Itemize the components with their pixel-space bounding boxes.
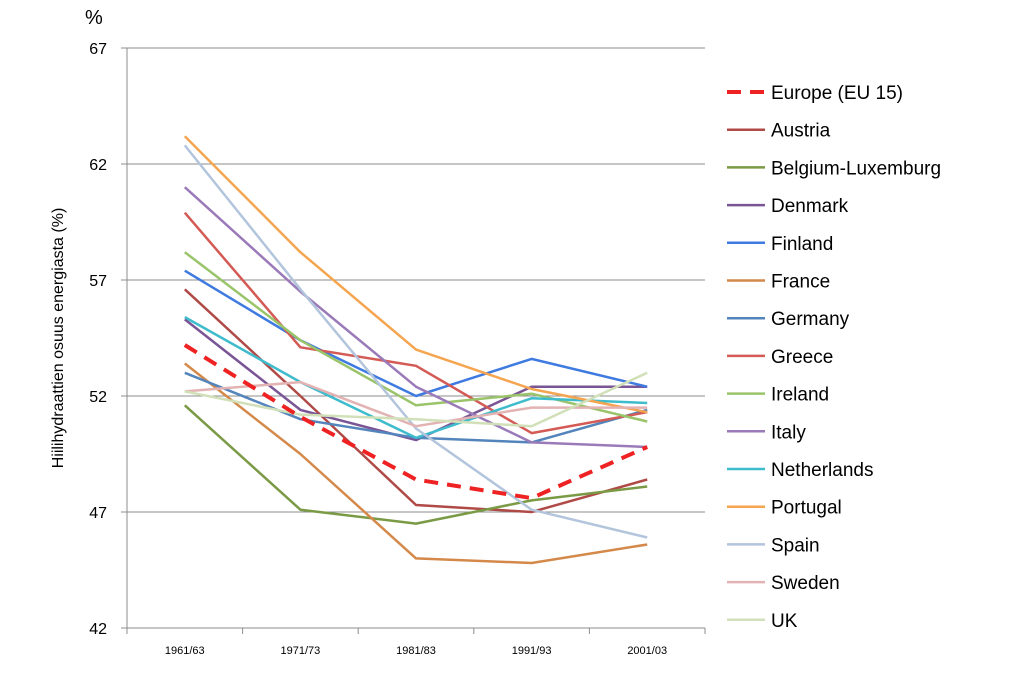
x-tick-label: 1981/83 bbox=[396, 645, 436, 657]
y-tick-label: 47 bbox=[89, 505, 107, 522]
series-line-greece bbox=[183, 211, 648, 435]
legend-item-italy[interactable]: Italy bbox=[727, 422, 806, 443]
x-tick-labels: 1961/63 1971/73 1981/83 1991/93 2001/03 bbox=[126, 628, 706, 657]
y-axis-title: Hiilihydraattien osuus energiasta (%) bbox=[50, 208, 67, 469]
series-line-portugal bbox=[183, 135, 648, 414]
y-tick-label: 62 bbox=[89, 157, 107, 174]
legend-item-denmark[interactable]: Denmark bbox=[727, 196, 849, 217]
series-lines bbox=[183, 135, 649, 565]
x-tick-label: 1971/73 bbox=[281, 645, 321, 657]
series-line-ireland bbox=[184, 251, 648, 423]
series-line-belgium-luxemburg bbox=[183, 404, 648, 525]
y-tick-label: 67 bbox=[89, 41, 107, 58]
series-line-denmark bbox=[184, 318, 648, 442]
legend-item-germany[interactable]: Germany bbox=[727, 309, 850, 330]
legend-item-belgium-luxemburg[interactable]: Belgium-Luxemburg bbox=[727, 158, 941, 179]
legend-item-uk[interactable]: UK bbox=[727, 611, 798, 632]
legend-item-france[interactable]: France bbox=[727, 272, 830, 293]
legend-label: Ireland bbox=[771, 385, 829, 406]
legend-label: Greece bbox=[771, 347, 833, 368]
legend-label: Austria bbox=[771, 121, 831, 142]
series-line-uk bbox=[184, 371, 648, 428]
y-tick-labels: 42 47 52 57 62 67 bbox=[89, 41, 107, 638]
legend-item-austria[interactable]: Austria bbox=[727, 121, 831, 142]
legend-item-portugal[interactable]: Portugal bbox=[727, 498, 842, 519]
legend-item-sweden[interactable]: Sweden bbox=[727, 573, 840, 594]
legend-label: Denmark bbox=[771, 196, 849, 217]
series-line-europe-eu-15 bbox=[183, 343, 649, 501]
legend-label: Portugal bbox=[771, 498, 842, 519]
legend-item-spain[interactable]: Spain bbox=[727, 535, 820, 556]
series-line-finland bbox=[184, 269, 648, 398]
x-tick-label: 2001/03 bbox=[627, 645, 667, 657]
y-tick-label: 52 bbox=[89, 389, 107, 406]
legend-label: Germany bbox=[771, 309, 850, 330]
legend-item-ireland[interactable]: Ireland bbox=[727, 385, 829, 406]
legend-item-finland[interactable]: Finland bbox=[727, 234, 833, 255]
x-tick-label: 1961/63 bbox=[165, 645, 205, 657]
legend-item-netherlands[interactable]: Netherlands bbox=[727, 460, 873, 481]
axes bbox=[126, 48, 705, 629]
y-tick-label: 42 bbox=[89, 621, 107, 638]
x-tick-label: 1991/93 bbox=[512, 645, 552, 657]
series-line-netherlands bbox=[184, 316, 648, 440]
legend-label: Sweden bbox=[771, 573, 840, 594]
legend-label: Netherlands bbox=[771, 460, 873, 481]
legend-label: Spain bbox=[771, 535, 820, 556]
legend-label: Italy bbox=[771, 422, 806, 443]
series-line-italy bbox=[183, 186, 648, 449]
legend[interactable]: Europe (EU 15) Austria Belgium-Luxemburg De… bbox=[727, 83, 941, 632]
legend-label: Finland bbox=[771, 234, 833, 255]
legend-label: Europe (EU 15) bbox=[771, 83, 903, 104]
legend-item-europe-eu-15[interactable]: Europe (EU 15) bbox=[727, 83, 903, 104]
y-unit-label: % bbox=[85, 7, 103, 29]
legend-item-greece[interactable]: Greece bbox=[727, 347, 833, 368]
series-line-spain bbox=[183, 144, 648, 539]
legend-label: France bbox=[771, 272, 830, 293]
series-line-france bbox=[184, 362, 648, 565]
legend-label: UK bbox=[771, 611, 798, 632]
legend-label: Belgium-Luxemburg bbox=[771, 158, 941, 179]
y-tick-label: 57 bbox=[89, 273, 107, 290]
